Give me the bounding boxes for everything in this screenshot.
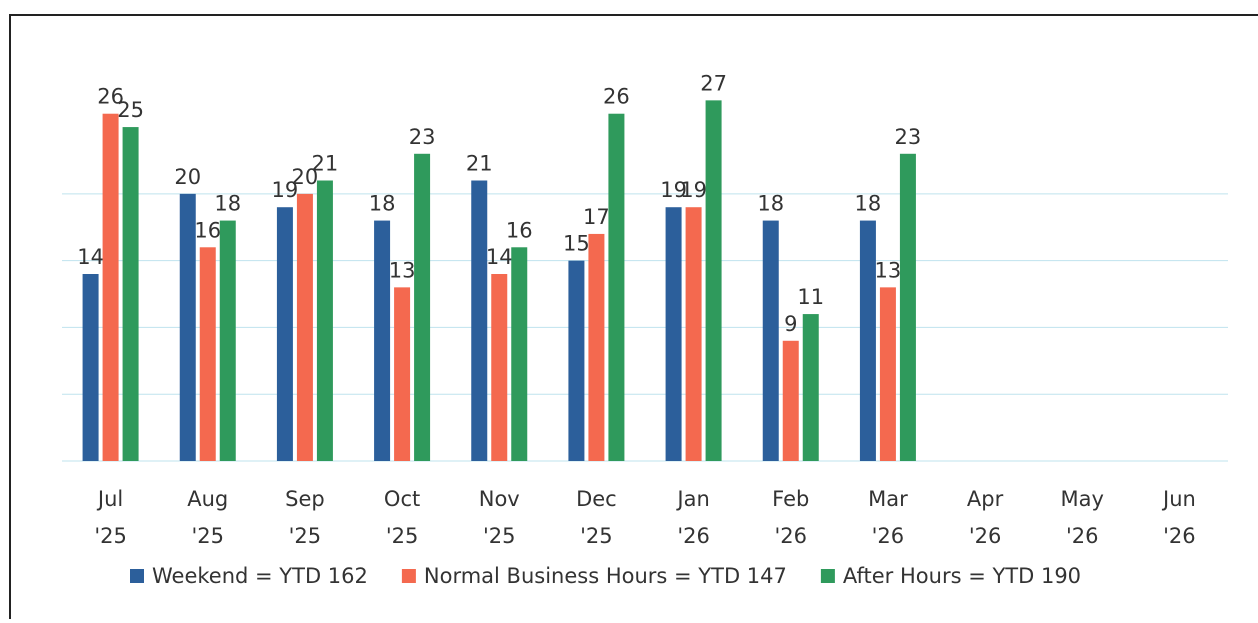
bar [899, 153, 916, 462]
data-label: 19 [272, 178, 299, 202]
bar [296, 193, 313, 461]
bar [374, 220, 391, 461]
data-label: 16 [506, 218, 533, 242]
bar [802, 314, 819, 461]
bar [762, 220, 779, 461]
bar [276, 207, 293, 461]
bar [685, 207, 702, 461]
bar [394, 287, 411, 461]
data-label: 20 [292, 165, 319, 189]
x-tick-label: Feb '26 [772, 487, 809, 548]
bar [859, 220, 876, 461]
bar [705, 100, 722, 461]
data-label: 23 [409, 125, 436, 149]
data-label: 11 [797, 285, 824, 309]
x-tick-label: Nov '25 [479, 487, 520, 548]
data-label: 15 [563, 232, 590, 256]
bar [782, 340, 799, 461]
x-tick-label: Oct '25 [384, 487, 420, 548]
x-tick-label: Aug '25 [187, 487, 228, 548]
data-label: 27 [700, 71, 727, 95]
data-label: 23 [895, 125, 922, 149]
x-tick-label: Apr '26 [967, 487, 1004, 548]
bar [102, 113, 119, 461]
data-label: 13 [389, 258, 416, 282]
bar [179, 193, 196, 461]
data-label: 21 [312, 152, 339, 176]
x-tick-label: Dec '25 [576, 487, 617, 548]
x-tick-label: Jan '26 [675, 487, 709, 548]
x-tick-label: Sep '25 [285, 487, 325, 548]
bar [471, 180, 488, 461]
bar [511, 247, 528, 461]
bar [879, 287, 896, 461]
bar [568, 260, 585, 461]
bar [82, 274, 99, 461]
legend-swatch [130, 569, 144, 583]
data-label: 25 [117, 98, 144, 122]
chart-frame [9, 14, 1258, 623]
legend-label: Weekend = YTD 162 [152, 564, 368, 588]
bar [414, 153, 431, 462]
x-tick-label: Jul '25 [94, 487, 127, 548]
data-label: 18 [214, 192, 241, 216]
data-label: 9 [784, 312, 797, 336]
legend-swatch [820, 569, 835, 583]
data-label: 14 [486, 245, 513, 269]
bar [608, 113, 625, 461]
x-tick-label: Jun '26 [1161, 487, 1196, 548]
x-tick-label: Mar '26 [868, 487, 908, 548]
legend-swatch [401, 569, 416, 583]
x-tick-label: May '26 [1061, 487, 1104, 548]
bar [316, 180, 333, 461]
legend-label: After Hours = YTD 190 [843, 564, 1081, 588]
bar [219, 220, 236, 461]
data-label: 21 [466, 152, 493, 176]
bar [122, 127, 139, 462]
data-label: 26 [97, 85, 124, 109]
data-label: 18 [369, 192, 396, 216]
legend-label: Normal Business Hours = YTD 147 [424, 564, 787, 588]
data-label: 18 [855, 192, 882, 216]
data-label: 26 [603, 85, 630, 109]
bar [199, 247, 216, 461]
data-label: 19 [660, 178, 687, 202]
data-label: 16 [194, 218, 221, 242]
data-label: 18 [757, 192, 784, 216]
data-label: 14 [77, 245, 104, 269]
bar [491, 274, 508, 461]
bar [665, 207, 682, 461]
data-label: 19 [680, 178, 707, 202]
data-label: 17 [583, 205, 610, 229]
bar [588, 233, 605, 461]
data-label: 20 [174, 165, 201, 189]
data-label: 13 [875, 258, 902, 282]
